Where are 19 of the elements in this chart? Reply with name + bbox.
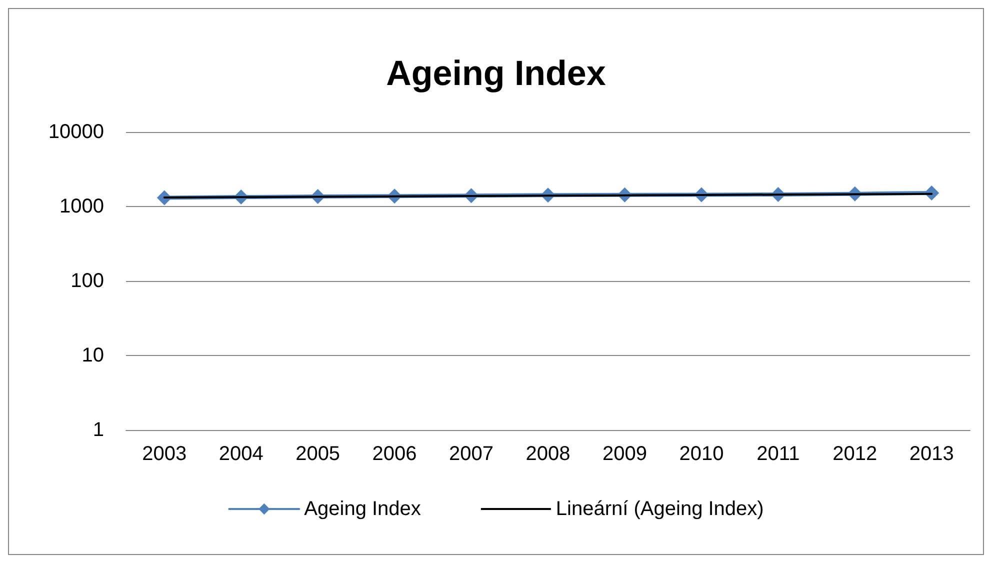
x-tick-label: 2005 bbox=[296, 443, 340, 465]
x-tick-label: 2007 bbox=[449, 443, 494, 465]
legend-label: Lineární (Ageing Index) bbox=[556, 498, 764, 520]
x-tick-label: 2010 bbox=[679, 443, 724, 465]
x-tick-label: 2004 bbox=[218, 443, 264, 465]
y-tick-label: 10 bbox=[82, 344, 104, 366]
x-tick-label: 2012 bbox=[832, 443, 878, 465]
x-tick-label: 2003 bbox=[142, 443, 187, 465]
y-tick-label: 1 bbox=[92, 419, 104, 441]
y-tick-label: 10000 bbox=[48, 121, 104, 143]
y-tick-label: 1000 bbox=[60, 196, 104, 218]
legend-label: Ageing Index bbox=[304, 498, 421, 520]
x-tick-label: 2006 bbox=[372, 443, 417, 465]
chart-title: Ageing Index bbox=[386, 54, 606, 93]
x-tick-label: 2009 bbox=[602, 443, 647, 465]
x-tick-label: 2011 bbox=[756, 443, 800, 465]
y-tick-label: 100 bbox=[70, 270, 104, 292]
x-tick-label: 2013 bbox=[909, 443, 954, 465]
x-tick-label: 2008 bbox=[526, 443, 570, 465]
